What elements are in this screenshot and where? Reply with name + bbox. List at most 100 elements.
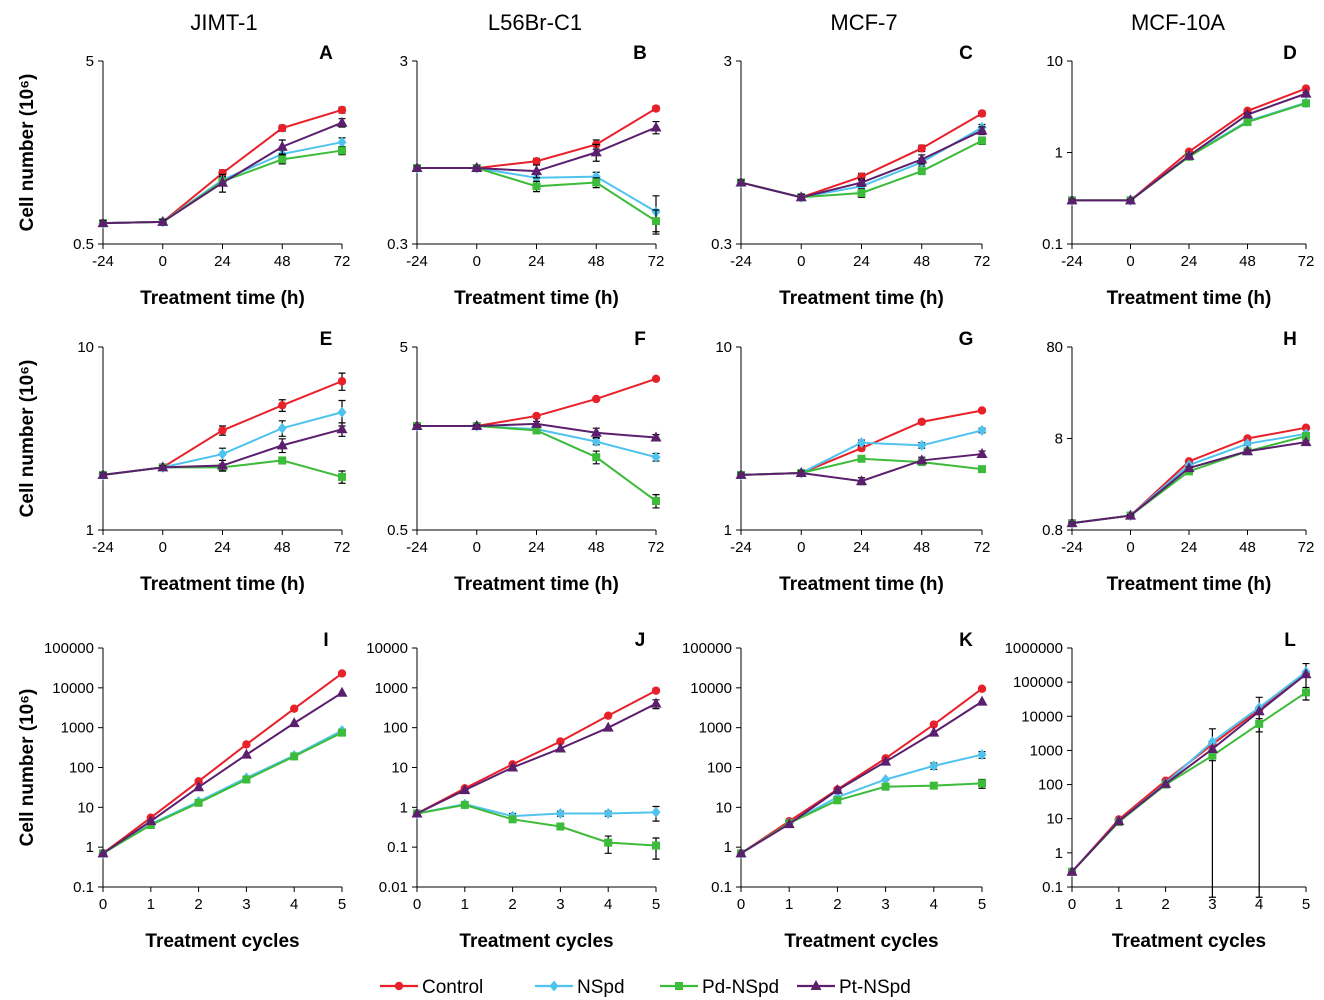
y-tick-label: 10	[1046, 811, 1063, 828]
data-point	[592, 394, 601, 404]
data-point	[555, 808, 565, 820]
series-pt-nspd	[411, 697, 662, 818]
series-line	[1071, 691, 1307, 873]
x-tick-label: 0	[99, 896, 107, 913]
column-title-mcf-10a: MCF-10A	[1131, 10, 1225, 35]
data-point	[337, 136, 347, 148]
series-pd-nspd	[413, 800, 660, 860]
panel-letter: E	[320, 329, 333, 350]
data-point	[337, 406, 347, 418]
data-point	[218, 448, 227, 460]
legend: Control NSpd Pd-NSpd Pt-NSpd	[380, 977, 911, 998]
y-tick-label: 10	[77, 799, 94, 816]
y-axis-label: Cell number (10⁶)	[17, 689, 38, 847]
y-axis-label: Cell number (10⁶)	[17, 360, 38, 518]
x-tick-label: 0	[413, 896, 421, 913]
data-point	[1300, 436, 1312, 447]
series-nspd	[736, 749, 987, 859]
data-point	[531, 417, 542, 428]
data-point	[651, 806, 661, 818]
x-tick-label: -24	[92, 253, 114, 270]
legend-item-pd-nspd: Pd-NSpd	[660, 977, 779, 998]
x-tick-label: 0	[1068, 896, 1076, 913]
x-tick-label: 72	[1298, 539, 1315, 556]
series-pt-nspd	[97, 116, 348, 228]
panel-letter: B	[633, 43, 647, 64]
data-point	[604, 838, 613, 847]
data-point	[1113, 815, 1125, 826]
data-point	[976, 448, 988, 459]
x-tick-label: -24	[406, 253, 428, 270]
data-point	[145, 815, 157, 826]
data-point	[157, 215, 169, 226]
data-point	[508, 815, 517, 824]
x-axis-label: Treatment cycles	[784, 931, 938, 952]
data-point	[1302, 432, 1310, 441]
data-point	[217, 176, 228, 187]
y-tick-label: 100	[707, 760, 732, 777]
data-point	[411, 162, 423, 173]
x-tick-label: 72	[648, 539, 665, 556]
data-point	[795, 466, 807, 477]
x-tick-label: 4	[290, 896, 298, 913]
x-tick-label: 4	[1255, 896, 1263, 913]
column-title-mcf-7: MCF-7	[830, 10, 897, 35]
data-point	[97, 217, 109, 228]
data-point	[590, 146, 602, 157]
series-pt-nspd	[735, 124, 988, 202]
x-tick-label: 5	[652, 896, 660, 913]
x-tick-label: 1	[461, 896, 469, 913]
y-tick-label: 1000	[699, 720, 732, 737]
x-tick-label: 48	[588, 539, 605, 556]
x-axis-label: Treatment time (h)	[1107, 574, 1272, 595]
data-point	[290, 704, 299, 713]
data-point	[242, 740, 251, 749]
data-point	[590, 426, 602, 437]
x-axis-label: Treatment time (h)	[454, 574, 619, 595]
x-tick-label: 3	[556, 896, 564, 913]
data-point	[917, 144, 926, 153]
data-point	[977, 684, 987, 693]
y-tick-label: 100000	[682, 640, 732, 657]
data-point	[278, 123, 287, 133]
data-point	[978, 779, 986, 788]
x-tick-label: 0	[797, 539, 805, 556]
data-point	[651, 686, 661, 695]
data-point	[1208, 751, 1217, 760]
data-point	[650, 121, 662, 132]
series-line	[1071, 426, 1307, 525]
data-point	[1302, 99, 1310, 108]
series-pt-nspd	[1066, 668, 1312, 876]
data-point	[217, 459, 228, 470]
data-point	[338, 728, 346, 737]
data-point	[652, 497, 660, 506]
data-point	[1243, 438, 1252, 450]
data-point	[591, 436, 601, 448]
data-point	[338, 472, 346, 481]
y-tick-label: 3	[724, 53, 732, 70]
y-tick-label: 3	[400, 53, 408, 70]
series-pt-nspd	[97, 686, 348, 858]
data-point	[242, 775, 251, 784]
panel-l: 0 1 2 3 4 5 0.1 1 10 100 1000 10000 100000 1000000 L Tr…	[1005, 630, 1312, 952]
x-tick-label: 0	[737, 896, 745, 913]
data-point	[1183, 462, 1195, 473]
y-tick-label: 0.3	[387, 236, 408, 253]
x-tick-label: 48	[1239, 539, 1256, 556]
x-tick-label: 72	[1298, 253, 1315, 270]
x-tick-label: -24	[730, 253, 752, 270]
y-tick-label: 0.3	[711, 236, 732, 253]
y-tick-label: 1	[1055, 845, 1063, 862]
legend-label: Pt-NSpd	[839, 977, 911, 998]
series-nspd	[412, 798, 661, 822]
x-tick-label: -24	[92, 539, 114, 556]
x-tick-label: 48	[274, 253, 291, 270]
panel-letter: H	[1283, 329, 1297, 350]
data-point	[507, 761, 519, 772]
data-point	[977, 406, 987, 415]
y-tick-label: 1000	[1030, 742, 1063, 759]
x-tick-label: -24	[1061, 253, 1083, 270]
series-line	[740, 753, 983, 855]
data-point	[554, 742, 566, 753]
x-tick-label: 24	[853, 253, 870, 270]
